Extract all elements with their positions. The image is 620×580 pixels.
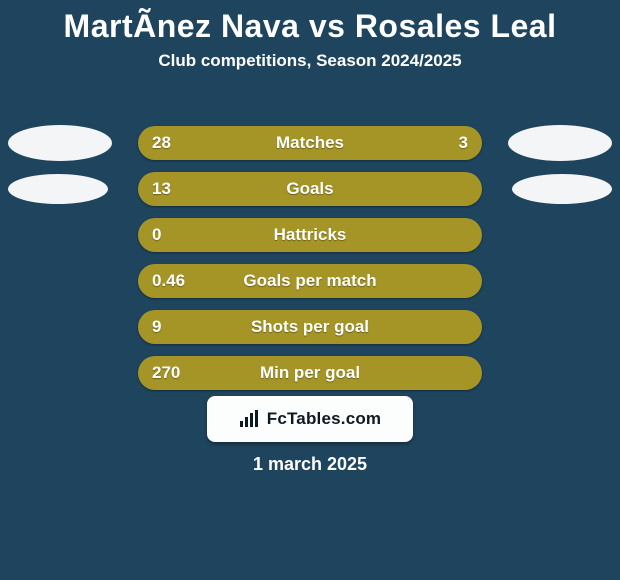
stat-label: Goals per match [138,264,482,298]
stat-row: 270Min per goal [0,350,620,396]
player-photo-placeholder [508,125,612,161]
stat-row: 13Goals [0,166,620,212]
stat-bar-track: 270Min per goal [138,356,482,390]
source-badge: FcTables.com [207,396,413,442]
stat-row: 0Hattricks [0,212,620,258]
stat-bar-track: 283Matches [138,126,482,160]
stat-label: Hattricks [138,218,482,252]
stat-bar-track: 0Hattricks [138,218,482,252]
stat-bar-track: 9Shots per goal [138,310,482,344]
bar-chart-icon [239,410,261,428]
page-title: MartÃ­nez Nava vs Rosales Leal [0,0,620,45]
stat-row: 283Matches [0,120,620,166]
stat-bar-track: 13Goals [138,172,482,206]
player-photo-placeholder [512,174,612,204]
stat-label: Shots per goal [138,310,482,344]
player-photo-placeholder [8,125,112,161]
stat-row: 9Shots per goal [0,304,620,350]
stat-label: Matches [138,126,482,160]
footer-date: 1 march 2025 [0,454,620,475]
stat-row: 0.46Goals per match [0,258,620,304]
page-subtitle: Club competitions, Season 2024/2025 [0,51,620,71]
stat-label: Goals [138,172,482,206]
source-badge-text: FcTables.com [267,409,382,429]
player-photo-placeholder [8,174,108,204]
stat-bar-track: 0.46Goals per match [138,264,482,298]
stat-label: Min per goal [138,356,482,390]
stat-rows: 283Matches 13Goals 0Hattricks 0.46Goals per… [0,120,620,396]
